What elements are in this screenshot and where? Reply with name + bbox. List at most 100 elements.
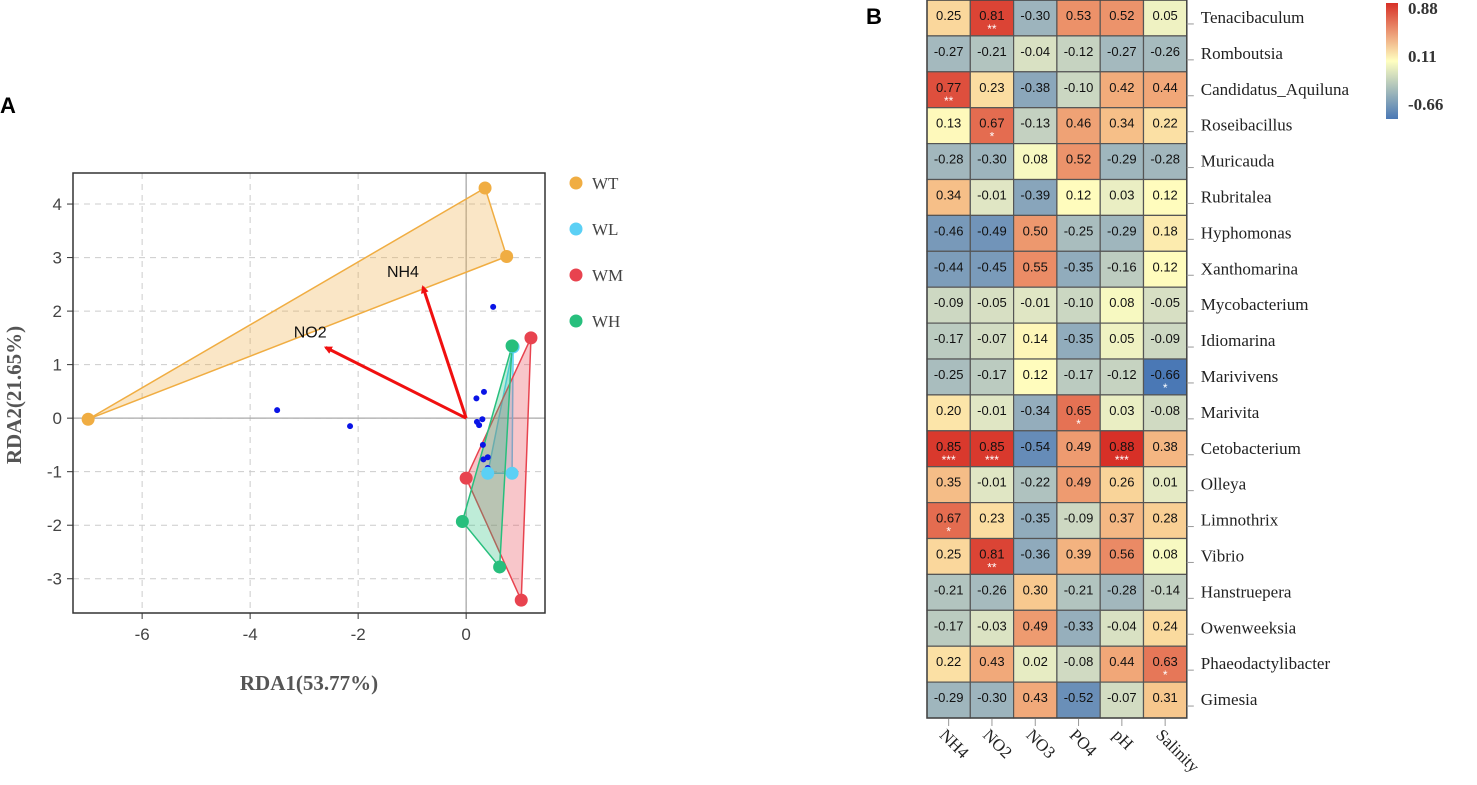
cell-value: -0.09 [1064,511,1094,526]
heatmap-cell [1012,143,1058,181]
correlation-heatmap: 0.25 0.81**-0.30 0.53 0.52 0.05-0.27 -0.21 -0.… [926,0,1443,777]
heatmap-cell [926,573,971,611]
heatmap-cell [1142,573,1188,611]
heatmap-cell [926,286,971,324]
heatmap-cell [926,609,971,647]
y-axis-title: RDA2(21.65%) [2,326,26,464]
cell-value: -0.01 [977,403,1007,418]
species-point [479,416,486,423]
cell-value: 0.12 [1152,259,1177,274]
x-tick-label: -2 [351,625,366,644]
heatmap-cell [926,35,971,73]
cell-value: -0.21 [977,44,1007,59]
cell-value: 0.25 [936,8,961,23]
heatmap-cell [1012,573,1058,611]
species-point [490,303,497,310]
sample-point-wl [481,466,495,480]
significance-mark: ** [987,22,997,36]
cell-value: -0.30 [1020,8,1050,23]
cell-value: -0.21 [934,582,964,597]
row-label: Hanstruepera [1201,582,1292,601]
heatmap-cell [1142,71,1188,109]
cell-value: 0.25 [936,547,961,562]
row-label: Vibrio [1201,546,1244,565]
cell-value: 0.30 [1023,582,1048,597]
cell-value: 0.03 [1109,403,1134,418]
heatmap-cell [1142,214,1188,252]
cell-value: 0.81 [979,8,1004,23]
column-label: PO4 [1066,725,1101,760]
cell-value: 0.23 [979,80,1004,95]
arrow-no2 [323,346,467,420]
cell-value: 0.77 [936,80,961,95]
sample-point-wh [493,560,507,574]
heatmap-cell [969,430,1015,468]
cell-value: -0.22 [1020,475,1050,490]
cell-value: -0.66 [1150,367,1180,382]
row-label: Marivita [1201,403,1260,422]
heatmap-cell [1056,107,1101,145]
cell-value: -0.52 [1064,690,1094,705]
cell-value: 0.67 [936,511,961,526]
heatmap-cell [1012,394,1058,432]
row-label: Rubritalea [1201,187,1272,206]
significance-mark: * [1163,668,1168,682]
cell-value: 0.12 [1152,188,1177,203]
cell-value: 0.31 [1152,690,1177,705]
cell-value: -0.29 [934,690,964,705]
heatmap-cell [1099,537,1145,576]
heatmap-cell [1142,609,1188,647]
cell-value: 0.05 [1109,331,1134,346]
heatmap-cell [1056,466,1101,504]
sample-point-wt [81,412,95,426]
sample-point-wh [455,514,469,528]
heatmap-cell [1012,645,1058,683]
cell-value: 0.50 [1023,223,1048,238]
cell-value: -0.25 [934,367,964,382]
cell-value: -0.13 [1020,116,1050,131]
row-label: Marivivens [1201,367,1278,386]
cell-value: 0.44 [1109,654,1134,669]
cell-value: 0.26 [1109,475,1134,490]
heatmap-cell [1099,466,1145,504]
row-label: Hyphomonas [1201,223,1292,242]
cell-value: -0.44 [934,259,964,274]
cell-value: -0.54 [1020,439,1050,454]
heatmap-cell [1012,322,1058,360]
significance-mark: ** [987,561,997,575]
cell-value: -0.29 [1107,152,1137,167]
cell-value: 0.08 [1023,152,1048,167]
cell-value: 0.39 [1066,547,1091,562]
sample-point-wm [514,593,528,607]
column-label: NO2 [979,725,1016,762]
x-tick-label: -6 [135,625,150,644]
cell-value: 0.03 [1109,188,1134,203]
cell-value: 0.34 [1109,116,1134,131]
cell-value: 0.35 [936,475,961,490]
cell-value: -0.49 [977,223,1007,238]
species-point [484,454,491,461]
cell-value: -0.28 [1150,152,1180,167]
cell-value: -0.26 [977,582,1007,597]
heatmap-cell [1056,250,1101,288]
cell-value: -0.33 [1064,618,1094,633]
column-label: pH [1109,725,1137,753]
heatmap-cell [1142,394,1188,432]
cell-value: 0.55 [1023,259,1048,274]
cell-value: -0.07 [1107,690,1137,705]
cell-value: 0.14 [1023,331,1048,346]
significance-mark: ** [944,94,954,108]
cell-value: 0.18 [1152,223,1177,238]
cell-value: 0.63 [1152,654,1177,669]
heatmap-cell [1012,430,1058,468]
significance-mark: * [946,525,951,539]
row-label: Tenacibaculum [1201,8,1305,27]
species-point [479,441,486,448]
heatmap-cell [1056,537,1101,576]
cell-value: -0.08 [1064,654,1094,669]
cell-value: 0.88 [1109,439,1134,454]
panel-label-b: B [866,4,882,29]
heatmap-cell [969,35,1015,73]
cell-value: -0.35 [1020,511,1050,526]
heatmap-cell [1099,107,1145,145]
